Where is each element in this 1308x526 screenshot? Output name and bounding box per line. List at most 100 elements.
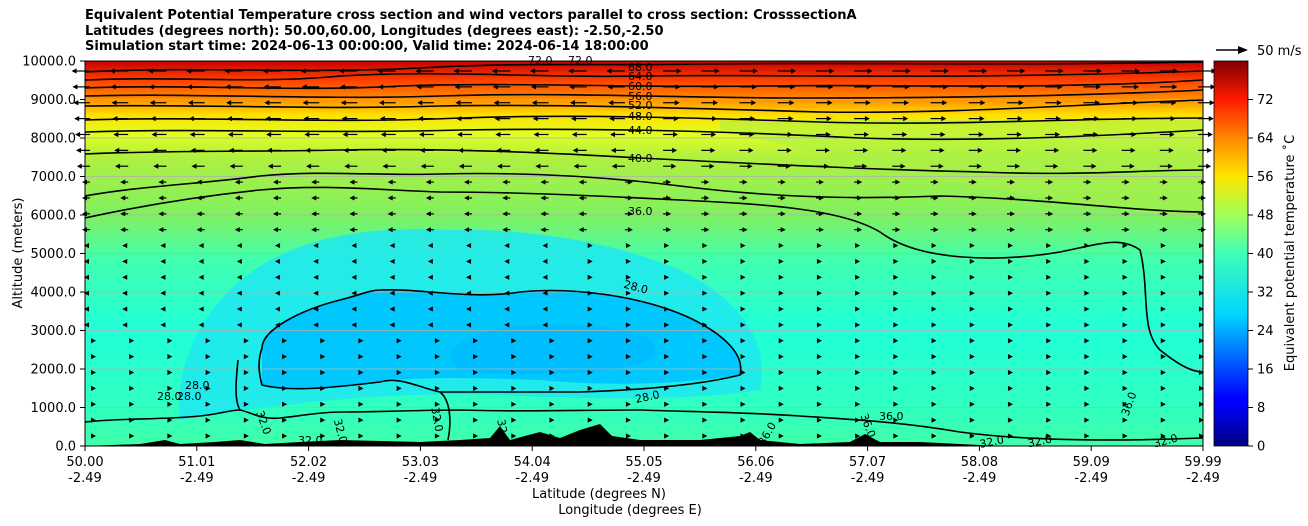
wind-vector-head (608, 100, 614, 106)
wind-vector-head (226, 100, 232, 106)
colorbar-title: Equivalent potential temperature ˚C (1282, 135, 1298, 371)
wind-vector (234, 195, 243, 201)
wind-vector-head (816, 258, 822, 265)
wind-vector (739, 68, 758, 74)
wind-vector (739, 211, 748, 217)
wind-vector-head (1084, 385, 1090, 391)
wind-vector-head (75, 131, 81, 138)
wind-vector (1199, 306, 1204, 312)
wind-vector (84, 306, 89, 312)
wind-vector-head (167, 385, 173, 391)
wind-vector-head (893, 385, 899, 391)
x-tick-label-lat: 50.00 (66, 455, 103, 470)
wind-vector-head (1122, 401, 1128, 407)
wind-vector (549, 338, 555, 344)
contour-label-36-d: 36.0 (879, 410, 904, 423)
wind-vector (234, 211, 243, 217)
wind-vector (855, 306, 861, 312)
wind-vector (777, 68, 797, 74)
wind-vector (243, 338, 249, 344)
wind-vector (191, 163, 205, 169)
wind-vector-head (389, 242, 395, 249)
wind-vector-head (816, 417, 822, 423)
wind-vector-head (76, 163, 82, 169)
wind-vector-head (778, 354, 784, 360)
wind-vector (854, 116, 870, 122)
wind-vector-head (893, 322, 899, 328)
wind-vector (396, 354, 402, 360)
wind-vector-head (625, 306, 631, 312)
wind-vector (893, 433, 899, 439)
wind-vector-head (243, 354, 249, 360)
wind-vector (663, 147, 678, 153)
wind-vector-head (712, 116, 718, 122)
wind-vector (282, 433, 288, 439)
wind-vector-head (1084, 274, 1090, 280)
wind-vector-head (419, 147, 425, 153)
wind-vector (893, 258, 899, 265)
wind-vector (511, 385, 517, 391)
wind-vector-head (1058, 68, 1064, 74)
wind-vector (587, 433, 593, 439)
wind-vector-head (666, 211, 672, 217)
wind-vector (75, 147, 90, 153)
wind-vector (1006, 84, 1025, 90)
contour-label-28-a: 28.0 (622, 278, 649, 297)
wind-vector (196, 227, 205, 233)
wind-vector (624, 195, 633, 201)
wind-vector-head (710, 147, 716, 153)
wind-vector-head (862, 163, 868, 169)
wind-vector (663, 195, 672, 201)
wind-vector (969, 290, 975, 296)
wind-vector (1160, 338, 1166, 344)
wind-vector (158, 195, 167, 201)
wind-vector (740, 290, 746, 296)
wind-vector-head (496, 147, 502, 153)
wind-vector-head (473, 417, 479, 423)
wind-vector (1159, 131, 1175, 138)
wind-vector (778, 242, 784, 249)
wind-vector (1007, 338, 1013, 344)
wind-vector (434, 385, 440, 391)
wind-vector (1122, 354, 1128, 360)
wind-vector (190, 147, 205, 153)
wind-vector (389, 274, 395, 280)
wind-vector-head (778, 306, 784, 312)
wind-vector (664, 290, 670, 296)
wind-vector-head (502, 195, 508, 201)
wind-vector-head (969, 401, 975, 407)
wind-vector-head (609, 116, 615, 122)
wind-vector-head (542, 290, 548, 296)
wind-vector-head (1046, 290, 1052, 296)
wind-vector (243, 433, 249, 439)
wind-vector-head (1086, 195, 1092, 201)
wind-vector (625, 258, 631, 265)
wind-vector (664, 274, 670, 280)
contour-48 (85, 115, 1203, 124)
wind-vector (739, 163, 753, 169)
wind-vector (1121, 195, 1130, 201)
wind-vector-head (1046, 338, 1052, 344)
wind-vector-head (265, 116, 271, 122)
wind-vector-head (1199, 385, 1204, 391)
contour-36-upper (85, 186, 1203, 373)
wind-vector (854, 163, 868, 169)
wind-vector-head (122, 274, 128, 280)
wind-vector-head (933, 195, 939, 201)
x-tick-label-lat: 57.07 (849, 455, 886, 470)
wind-vector-head (492, 84, 498, 90)
colorbar-tick-label: 64 (1257, 132, 1274, 147)
wind-vector (84, 242, 89, 249)
wind-vector (1046, 322, 1052, 328)
wind-vector-head (1084, 338, 1090, 344)
wind-vector-head (84, 306, 89, 312)
wind-vector (494, 116, 511, 122)
wind-vector-head (243, 401, 249, 407)
wind-vector (167, 369, 173, 376)
wind-vector-head (673, 116, 679, 122)
wind-vector (1084, 290, 1090, 296)
wind-vector (152, 147, 167, 153)
wind-vector-head (1007, 385, 1013, 391)
wind-vector-head (1162, 227, 1168, 233)
wind-vector (778, 338, 784, 344)
